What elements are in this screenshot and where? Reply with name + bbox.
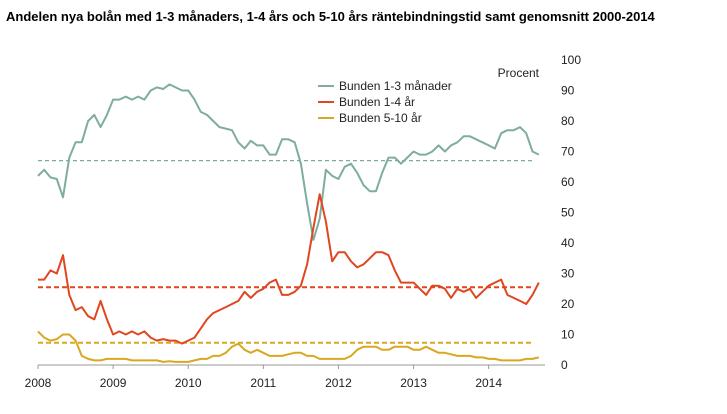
y-tick-label: 80 xyxy=(561,114,575,128)
y-tick-label: 30 xyxy=(561,267,575,281)
y-tick-label: 40 xyxy=(561,236,575,250)
legend-label-3: Bunden 5-10 år xyxy=(339,111,422,125)
y-tick-label: 70 xyxy=(561,145,575,159)
average-lines xyxy=(38,160,533,344)
y-axis-ticks: 0 10 20 30 40 50 60 70 80 90 100 xyxy=(561,53,581,372)
series-line-1 xyxy=(37,83,540,241)
x-tick-label: 2011 xyxy=(250,376,276,390)
x-axis-ticks: 2008 2009 2010 2011 2012 2013 2014 xyxy=(25,365,502,390)
x-tick-label: 2013 xyxy=(400,376,427,390)
x-tick-label: 2008 xyxy=(25,376,52,390)
legend-label-1: Bunden 1-3 månader xyxy=(339,79,452,93)
legend: Bunden 1-3 månader Bunden 1-4 år Bunden 5-… xyxy=(318,79,452,125)
legend-label-2: Bunden 1-4 år xyxy=(339,95,415,109)
y-tick-label: 0 xyxy=(561,358,568,372)
y-tick-label: 50 xyxy=(561,206,575,220)
series-line-2 xyxy=(38,193,540,345)
y-tick-label: 100 xyxy=(561,53,581,67)
series-lines xyxy=(37,83,540,363)
y-axis-label: Procent xyxy=(498,66,540,80)
y-tick-label: 60 xyxy=(561,175,575,189)
x-tick-label: 2014 xyxy=(475,376,502,390)
series-line-3 xyxy=(37,330,540,363)
y-tick-label: 10 xyxy=(561,328,575,342)
chart-title: Andelen nya bolån med 1-3 månaders, 1-4 … xyxy=(6,9,655,24)
y-tick-label: 20 xyxy=(561,297,575,311)
x-tick-label: 2009 xyxy=(100,376,127,390)
x-tick-label: 2012 xyxy=(325,376,352,390)
y-tick-label: 90 xyxy=(561,84,575,98)
x-tick-label: 2010 xyxy=(175,376,202,390)
